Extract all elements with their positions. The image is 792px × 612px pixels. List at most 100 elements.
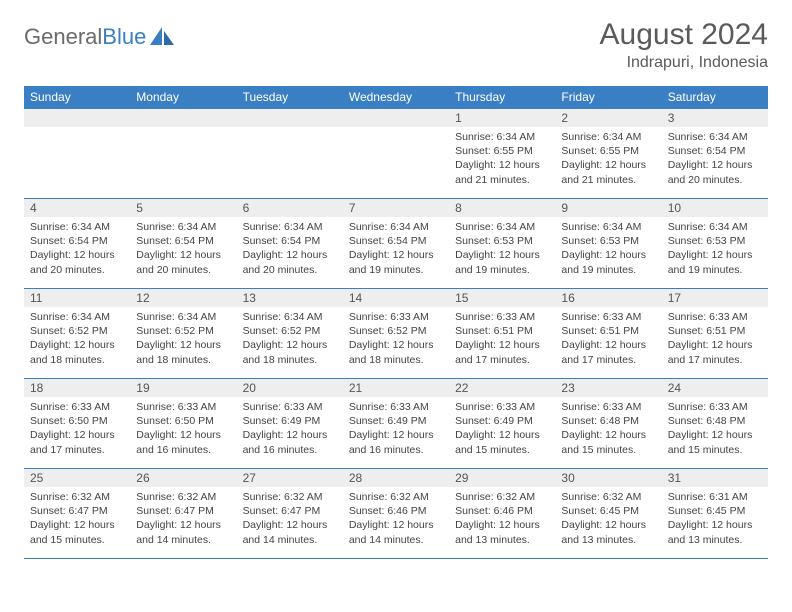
day-number: 17 (662, 289, 768, 307)
day-number: 16 (555, 289, 661, 307)
day-number: 24 (662, 379, 768, 397)
day-number: 4 (24, 199, 130, 217)
day-data: Sunrise: 6:32 AMSunset: 6:46 PMDaylight:… (343, 487, 449, 550)
calendar-cell: 14Sunrise: 6:33 AMSunset: 6:52 PMDayligh… (343, 289, 449, 379)
calendar-cell: 10Sunrise: 6:34 AMSunset: 6:53 PMDayligh… (662, 199, 768, 289)
day-number: 25 (24, 469, 130, 487)
sail-icon (150, 25, 176, 50)
calendar-cell: 16Sunrise: 6:33 AMSunset: 6:51 PMDayligh… (555, 289, 661, 379)
day-data: Sunrise: 6:33 AMSunset: 6:48 PMDaylight:… (555, 397, 661, 460)
day-data: Sunrise: 6:33 AMSunset: 6:51 PMDaylight:… (555, 307, 661, 370)
day-number: 12 (130, 289, 236, 307)
calendar-cell: 3Sunrise: 6:34 AMSunset: 6:54 PMDaylight… (662, 109, 768, 199)
day-number: 3 (662, 109, 768, 127)
day-number: 7 (343, 199, 449, 217)
weekday-header: Friday (555, 86, 661, 109)
calendar-cell: 17Sunrise: 6:33 AMSunset: 6:51 PMDayligh… (662, 289, 768, 379)
calendar-cell: 2Sunrise: 6:34 AMSunset: 6:55 PMDaylight… (555, 109, 661, 199)
day-number: 9 (555, 199, 661, 217)
day-number: 2 (555, 109, 661, 127)
calendar-cell: 11Sunrise: 6:34 AMSunset: 6:52 PMDayligh… (24, 289, 130, 379)
day-data: Sunrise: 6:34 AMSunset: 6:52 PMDaylight:… (130, 307, 236, 370)
calendar-cell: 1Sunrise: 6:34 AMSunset: 6:55 PMDaylight… (449, 109, 555, 199)
day-number: 27 (237, 469, 343, 487)
day-data: Sunrise: 6:34 AMSunset: 6:54 PMDaylight:… (237, 217, 343, 280)
day-data: Sunrise: 6:33 AMSunset: 6:49 PMDaylight:… (343, 397, 449, 460)
day-data: Sunrise: 6:34 AMSunset: 6:54 PMDaylight:… (130, 217, 236, 280)
weekday-header: Wednesday (343, 86, 449, 109)
calendar-cell: 4Sunrise: 6:34 AMSunset: 6:54 PMDaylight… (24, 199, 130, 289)
calendar-cell: 5Sunrise: 6:34 AMSunset: 6:54 PMDaylight… (130, 199, 236, 289)
calendar-cell: 23Sunrise: 6:33 AMSunset: 6:48 PMDayligh… (555, 379, 661, 469)
calendar-cell: 22Sunrise: 6:33 AMSunset: 6:49 PMDayligh… (449, 379, 555, 469)
calendar-cell: 30Sunrise: 6:32 AMSunset: 6:45 PMDayligh… (555, 469, 661, 559)
calendar-cell: 18Sunrise: 6:33 AMSunset: 6:50 PMDayligh… (24, 379, 130, 469)
day-data: Sunrise: 6:34 AMSunset: 6:53 PMDaylight:… (555, 217, 661, 280)
location: Indrapuri, Indonesia (600, 54, 768, 72)
day-number: 31 (662, 469, 768, 487)
day-data: Sunrise: 6:34 AMSunset: 6:55 PMDaylight:… (555, 127, 661, 190)
day-number: 5 (130, 199, 236, 217)
day-data: Sunrise: 6:34 AMSunset: 6:54 PMDaylight:… (24, 217, 130, 280)
day-number: 10 (662, 199, 768, 217)
calendar-table: SundayMondayTuesdayWednesdayThursdayFrid… (24, 86, 768, 559)
day-data: Sunrise: 6:33 AMSunset: 6:49 PMDaylight:… (449, 397, 555, 460)
day-data: Sunrise: 6:32 AMSunset: 6:47 PMDaylight:… (237, 487, 343, 550)
calendar-cell: 9Sunrise: 6:34 AMSunset: 6:53 PMDaylight… (555, 199, 661, 289)
day-data: Sunrise: 6:32 AMSunset: 6:45 PMDaylight:… (555, 487, 661, 550)
day-number: 30 (555, 469, 661, 487)
calendar-cell: 7Sunrise: 6:34 AMSunset: 6:54 PMDaylight… (343, 199, 449, 289)
header: GeneralBlue August 2024 Indrapuri, Indon… (24, 18, 768, 72)
day-number: 20 (237, 379, 343, 397)
calendar-cell: 26Sunrise: 6:32 AMSunset: 6:47 PMDayligh… (130, 469, 236, 559)
calendar-cell (24, 109, 130, 199)
day-number: 22 (449, 379, 555, 397)
day-number: 15 (449, 289, 555, 307)
month-title: August 2024 (600, 18, 768, 52)
day-data: Sunrise: 6:32 AMSunset: 6:46 PMDaylight:… (449, 487, 555, 550)
calendar-cell (343, 109, 449, 199)
day-number: 8 (449, 199, 555, 217)
title-block: August 2024 Indrapuri, Indonesia (600, 18, 768, 72)
day-number: 28 (343, 469, 449, 487)
calendar-cell (237, 109, 343, 199)
day-data: Sunrise: 6:34 AMSunset: 6:53 PMDaylight:… (449, 217, 555, 280)
day-data: Sunrise: 6:34 AMSunset: 6:55 PMDaylight:… (449, 127, 555, 190)
weekday-header: Sunday (24, 86, 130, 109)
day-number: 13 (237, 289, 343, 307)
day-number: 1 (449, 109, 555, 127)
calendar-cell: 28Sunrise: 6:32 AMSunset: 6:46 PMDayligh… (343, 469, 449, 559)
day-data: Sunrise: 6:34 AMSunset: 6:54 PMDaylight:… (662, 127, 768, 190)
calendar-cell: 31Sunrise: 6:31 AMSunset: 6:45 PMDayligh… (662, 469, 768, 559)
day-data: Sunrise: 6:31 AMSunset: 6:45 PMDaylight:… (662, 487, 768, 550)
day-number: 14 (343, 289, 449, 307)
day-data: Sunrise: 6:33 AMSunset: 6:49 PMDaylight:… (237, 397, 343, 460)
calendar-head: SundayMondayTuesdayWednesdayThursdayFrid… (24, 86, 768, 109)
calendar-cell: 24Sunrise: 6:33 AMSunset: 6:48 PMDayligh… (662, 379, 768, 469)
calendar-cell: 25Sunrise: 6:32 AMSunset: 6:47 PMDayligh… (24, 469, 130, 559)
day-number: 6 (237, 199, 343, 217)
weekday-header: Saturday (662, 86, 768, 109)
day-data: Sunrise: 6:32 AMSunset: 6:47 PMDaylight:… (130, 487, 236, 550)
logo: GeneralBlue (24, 18, 176, 50)
calendar-cell: 20Sunrise: 6:33 AMSunset: 6:49 PMDayligh… (237, 379, 343, 469)
weekday-header: Thursday (449, 86, 555, 109)
day-data: Sunrise: 6:34 AMSunset: 6:52 PMDaylight:… (237, 307, 343, 370)
day-number: 26 (130, 469, 236, 487)
day-number: 11 (24, 289, 130, 307)
day-data: Sunrise: 6:34 AMSunset: 6:52 PMDaylight:… (24, 307, 130, 370)
logo-text: GeneralBlue (24, 24, 146, 50)
calendar-cell: 13Sunrise: 6:34 AMSunset: 6:52 PMDayligh… (237, 289, 343, 379)
day-data: Sunrise: 6:33 AMSunset: 6:52 PMDaylight:… (343, 307, 449, 370)
calendar-cell: 8Sunrise: 6:34 AMSunset: 6:53 PMDaylight… (449, 199, 555, 289)
logo-part1: General (24, 24, 102, 49)
day-data: Sunrise: 6:33 AMSunset: 6:48 PMDaylight:… (662, 397, 768, 460)
calendar-cell: 29Sunrise: 6:32 AMSunset: 6:46 PMDayligh… (449, 469, 555, 559)
day-data: Sunrise: 6:33 AMSunset: 6:51 PMDaylight:… (662, 307, 768, 370)
day-data: Sunrise: 6:33 AMSunset: 6:51 PMDaylight:… (449, 307, 555, 370)
day-data: Sunrise: 6:33 AMSunset: 6:50 PMDaylight:… (24, 397, 130, 460)
day-data: Sunrise: 6:32 AMSunset: 6:47 PMDaylight:… (24, 487, 130, 550)
logo-part2: Blue (102, 24, 146, 49)
calendar-cell: 15Sunrise: 6:33 AMSunset: 6:51 PMDayligh… (449, 289, 555, 379)
calendar-cell: 27Sunrise: 6:32 AMSunset: 6:47 PMDayligh… (237, 469, 343, 559)
